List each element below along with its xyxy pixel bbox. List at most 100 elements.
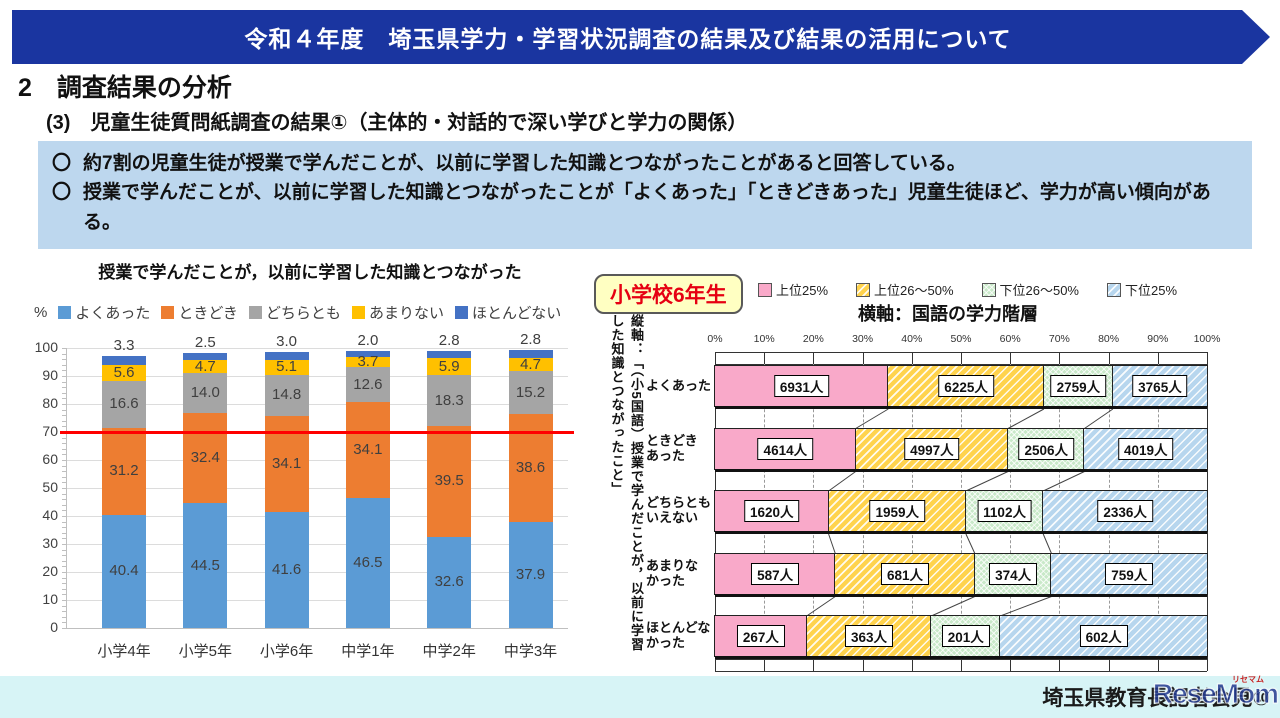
- bar-segment: [183, 373, 228, 413]
- value-label: 3.3: [113, 337, 135, 355]
- section-heading: 2 調査結果の分析: [18, 74, 232, 102]
- legend-label: 上位25%: [776, 283, 829, 298]
- row-base-line: [715, 656, 1207, 659]
- grid-line: [66, 544, 568, 545]
- legend-swatch: [758, 282, 772, 297]
- y-minor-tick: [62, 381, 66, 383]
- y-minor-tick: [62, 600, 66, 601]
- y-minor-tick: [62, 454, 66, 456]
- y-minor-tick: [62, 622, 66, 624]
- value-label: 2.5: [194, 334, 216, 352]
- value-label: 4.7: [194, 357, 216, 375]
- axis-tick: [1059, 352, 1061, 364]
- count-label: 3765人: [1132, 375, 1188, 397]
- x-tick-label: 50%: [950, 333, 972, 345]
- bullet-marker: 〇: [52, 153, 72, 174]
- legend-label: 上位26～50%: [874, 283, 954, 298]
- bar-segment: [345, 497, 390, 628]
- legend-label: どちらとも: [265, 305, 341, 322]
- bar-segment: [102, 381, 146, 428]
- x-category-label: 小学5年: [178, 643, 232, 660]
- bar-segment: [508, 521, 553, 628]
- legend-label: ほとんどない: [471, 305, 562, 322]
- grid-line: [66, 460, 568, 461]
- value-label: 2.8: [438, 331, 460, 349]
- legend-swatch: [981, 282, 996, 297]
- plot-frame-line: [715, 671, 1207, 672]
- grid-line: [66, 516, 568, 517]
- y-minor-tick: [62, 392, 66, 394]
- count-label: 374人: [989, 562, 1038, 585]
- y-minor-tick: [62, 426, 66, 428]
- y-tick-label: 100: [34, 339, 58, 355]
- plot-frame-line: [1207, 352, 1208, 671]
- resemom-watermark: リセマム ReseMom: [1152, 675, 1279, 710]
- count-label: 4614人: [757, 437, 814, 460]
- x-tick-label: 30%: [852, 333, 874, 345]
- bar-segment: [345, 351, 390, 357]
- value-label: 38.6: [515, 458, 546, 476]
- grid-line: [66, 488, 568, 489]
- value-label: 32.4: [190, 449, 220, 467]
- row-label: ときどき あった: [646, 432, 698, 463]
- axis-tick: [764, 352, 766, 364]
- bar-segment: [427, 374, 472, 427]
- count-label: 6225人: [938, 375, 994, 397]
- y-minor-tick: [62, 588, 66, 590]
- axis-tick: [862, 659, 864, 671]
- bar-segment: [345, 356, 390, 368]
- y-minor-tick: [62, 482, 66, 484]
- footer-caption: 埼玉県教育長記者会見⑩: [1042, 687, 1270, 710]
- bar-segment: [508, 371, 553, 414]
- axis-tick: [911, 352, 913, 364]
- legend-label: 下位25%: [1125, 283, 1178, 298]
- y-minor-tick: [62, 364, 66, 366]
- y-minor-tick: [62, 460, 66, 461]
- y-minor-tick: [62, 398, 66, 400]
- y-minor-tick: [62, 549, 66, 551]
- y-minor-tick: [62, 616, 66, 618]
- x-category-label: 小学4年: [97, 643, 151, 660]
- value-label: 2.8: [520, 331, 541, 349]
- x-tick-label: 100%: [1193, 333, 1221, 345]
- y-minor-tick: [62, 572, 66, 573]
- axis-tick: [1010, 352, 1012, 364]
- row-label: あまりな かった: [646, 557, 699, 588]
- bar-segment: [1042, 490, 1208, 532]
- x-tick-label: 90%: [1147, 333, 1169, 345]
- grid-line: [66, 628, 568, 629]
- watermark-ruby: リセマム: [1232, 675, 1264, 684]
- axis-tick: [715, 659, 716, 671]
- y-minor-tick: [62, 471, 66, 473]
- x-tick-label: 70%: [1048, 333, 1070, 345]
- y-minor-tick: [62, 516, 66, 517]
- y-minor-tick: [62, 555, 66, 557]
- count-label: 1959人: [869, 500, 926, 522]
- row-base-line: [715, 593, 1207, 597]
- bar-segment: [264, 511, 309, 628]
- y-minor-tick: [62, 611, 66, 613]
- axis-tick: [961, 659, 962, 671]
- y-minor-tick: [62, 437, 66, 439]
- y-minor-tick: [62, 353, 66, 355]
- chart-legend: % よくあった ときどき どちらとも あまりない ほとんどない: [34, 302, 561, 323]
- bar-segment: [345, 402, 390, 498]
- count-label: 267人: [736, 625, 785, 647]
- grid-line: [66, 404, 568, 405]
- y-tick-label: 20: [42, 563, 58, 579]
- chart-title: 授業で学んだことが，以前に学習した知識とつながった: [98, 263, 522, 282]
- count-label: 6931人: [773, 375, 830, 397]
- bar-segment: [102, 514, 146, 628]
- y-minor-tick: [62, 387, 66, 389]
- bar-segment: [427, 358, 472, 375]
- y-tick-label: 50: [42, 479, 58, 495]
- y-axis-line: [66, 348, 67, 628]
- summary-box: 〇 約7割の児童生徒が授業で学んだことが、以前に学習した知識とつながったことがあ…: [38, 141, 1252, 249]
- y-minor-tick: [62, 510, 66, 512]
- y-minor-tick: [62, 348, 66, 349]
- watermark-text: ReseMom: [1152, 678, 1279, 710]
- y-tick-label: 90: [42, 367, 58, 383]
- y-minor-tick: [62, 493, 66, 495]
- x-tick-label: 40%: [901, 333, 923, 345]
- bar-segment: [264, 360, 309, 375]
